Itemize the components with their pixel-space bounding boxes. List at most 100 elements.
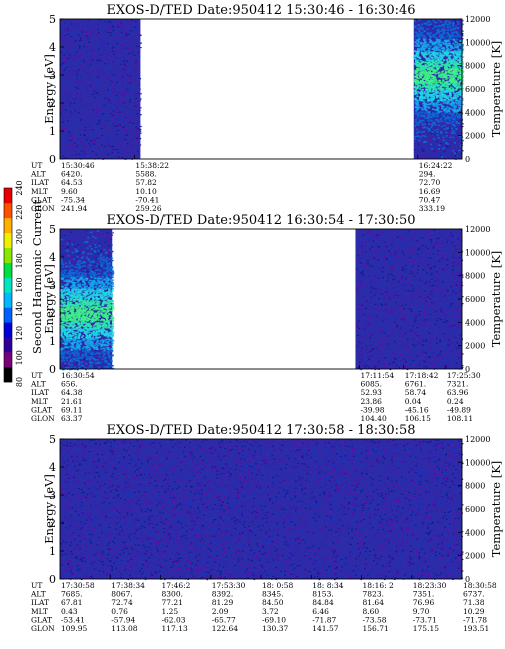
- noise-pixel: [70, 231, 73, 233]
- noise-pixel: [99, 287, 102, 289]
- noise-pixel: [74, 40, 77, 42]
- noise-pixel: [64, 22, 67, 24]
- noise-pixel: [107, 31, 109, 34]
- enhanced-pixel: [429, 60, 432, 62]
- noise-pixel: [65, 41, 68, 43]
- noise-pixel: [104, 238, 106, 240]
- noise-pixel: [64, 19, 67, 21]
- enhanced-pixel: [433, 25, 436, 27]
- enhanced-pixel: [427, 59, 430, 62]
- noise-pixel: [113, 144, 116, 146]
- noise-pixel: [128, 82, 131, 84]
- noise-pixel: [82, 154, 84, 156]
- enhanced-pixel: [437, 90, 440, 93]
- noise-pixel: [65, 300, 67, 302]
- noise-pixel: [85, 122, 88, 124]
- enhanced-pixel: [441, 125, 444, 128]
- noise-pixel: [109, 314, 111, 316]
- noise-pixel: [109, 85, 111, 87]
- enhanced-pixel: [432, 103, 435, 106]
- noise-pixel: [130, 62, 132, 64]
- noise-pixel: [67, 294, 70, 296]
- noise-pixel: [440, 137, 442, 139]
- noise-pixel: [428, 133, 430, 135]
- noise-pixel: [136, 128, 139, 130]
- enhanced-pixel: [451, 109, 454, 112]
- enhanced-pixel: [432, 98, 435, 100]
- enhanced-pixel: [443, 39, 446, 42]
- noise-pixel: [140, 42, 142, 44]
- noise-pixel: [96, 23, 99, 25]
- enhanced-pixel: [74, 331, 77, 334]
- noise-pixel: [86, 139, 88, 141]
- enhanced-pixel: [436, 128, 439, 131]
- noise-pixel: [75, 77, 78, 80]
- enhanced-pixel: [425, 23, 428, 25]
- noise-pixel: [67, 128, 69, 130]
- noise-pixel: [75, 149, 77, 151]
- noise-pixel: [63, 29, 66, 31]
- enhanced-pixel: [453, 67, 456, 69]
- noise-pixel: [93, 323, 95, 325]
- noise-pixel: [105, 152, 107, 155]
- enhanced-pixel: [422, 29, 425, 32]
- enhanced-pixel: [442, 75, 445, 78]
- enhanced-pixel: [421, 27, 424, 30]
- enhanced-pixel: [454, 68, 457, 70]
- noise-pixel: [122, 94, 124, 96]
- noise-pixel: [90, 89, 93, 91]
- noise-pixel: [131, 145, 134, 147]
- enhanced-pixel: [425, 89, 428, 91]
- noise-pixel: [423, 150, 425, 152]
- noise-pixel: [455, 28, 457, 31]
- noise-pixel: [103, 90, 105, 92]
- enhanced-pixel: [455, 26, 458, 28]
- noise-pixel: [451, 41, 453, 43]
- noise-pixel: [114, 73, 116, 75]
- enhanced-pixel: [423, 91, 426, 94]
- noise-pixel: [442, 19, 445, 21]
- enhanced-pixel: [436, 115, 439, 117]
- noise-pixel: [90, 79, 92, 81]
- noise-pixel: [72, 59, 75, 61]
- noise-pixel: [121, 102, 123, 104]
- noise-pixel: [98, 122, 100, 124]
- enhanced-pixel: [416, 91, 420, 93]
- noise-pixel: [444, 151, 447, 153]
- noise-pixel: [446, 146, 449, 148]
- noise-pixel: [76, 151, 79, 153]
- noise-pixel: [94, 355, 97, 357]
- noise-pixel: [445, 57, 448, 59]
- noise-pixel: [122, 81, 124, 83]
- enhanced-pixel: [442, 24, 446, 26]
- noise-pixel: [73, 98, 76, 100]
- noise-pixel: [112, 92, 114, 94]
- noise-pixel: [443, 150, 446, 152]
- noise-pixel: [119, 100, 122, 102]
- enhanced-pixel: [460, 75, 463, 78]
- enhanced-pixel: [461, 23, 464, 26]
- noise-pixel: [136, 110, 139, 112]
- enhanced-pixel: [417, 59, 420, 62]
- noise-pixel: [135, 105, 137, 107]
- enhanced-pixel: [428, 103, 432, 106]
- data-segment: [60, 19, 142, 160]
- noise-pixel: [77, 71, 80, 73]
- enhanced-pixel: [451, 47, 454, 49]
- enhanced-pixel: [446, 128, 449, 130]
- noise-pixel: [78, 282, 81, 284]
- enhanced-pixel: [455, 73, 458, 75]
- noise-pixel: [128, 132, 131, 134]
- noise-pixel: [119, 71, 121, 73]
- noise-pixel: [99, 24, 102, 26]
- noise-pixel: [67, 30, 70, 32]
- noise-pixel: [98, 39, 101, 41]
- noise-pixel: [64, 62, 66, 64]
- enhanced-pixel: [449, 57, 452, 60]
- noise-pixel: [123, 91, 126, 93]
- noise-pixel: [458, 68, 460, 70]
- noise-pixel: [137, 82, 139, 84]
- noise-pixel: [106, 103, 109, 105]
- enhanced-pixel: [416, 117, 419, 119]
- enhanced-pixel: [427, 120, 430, 122]
